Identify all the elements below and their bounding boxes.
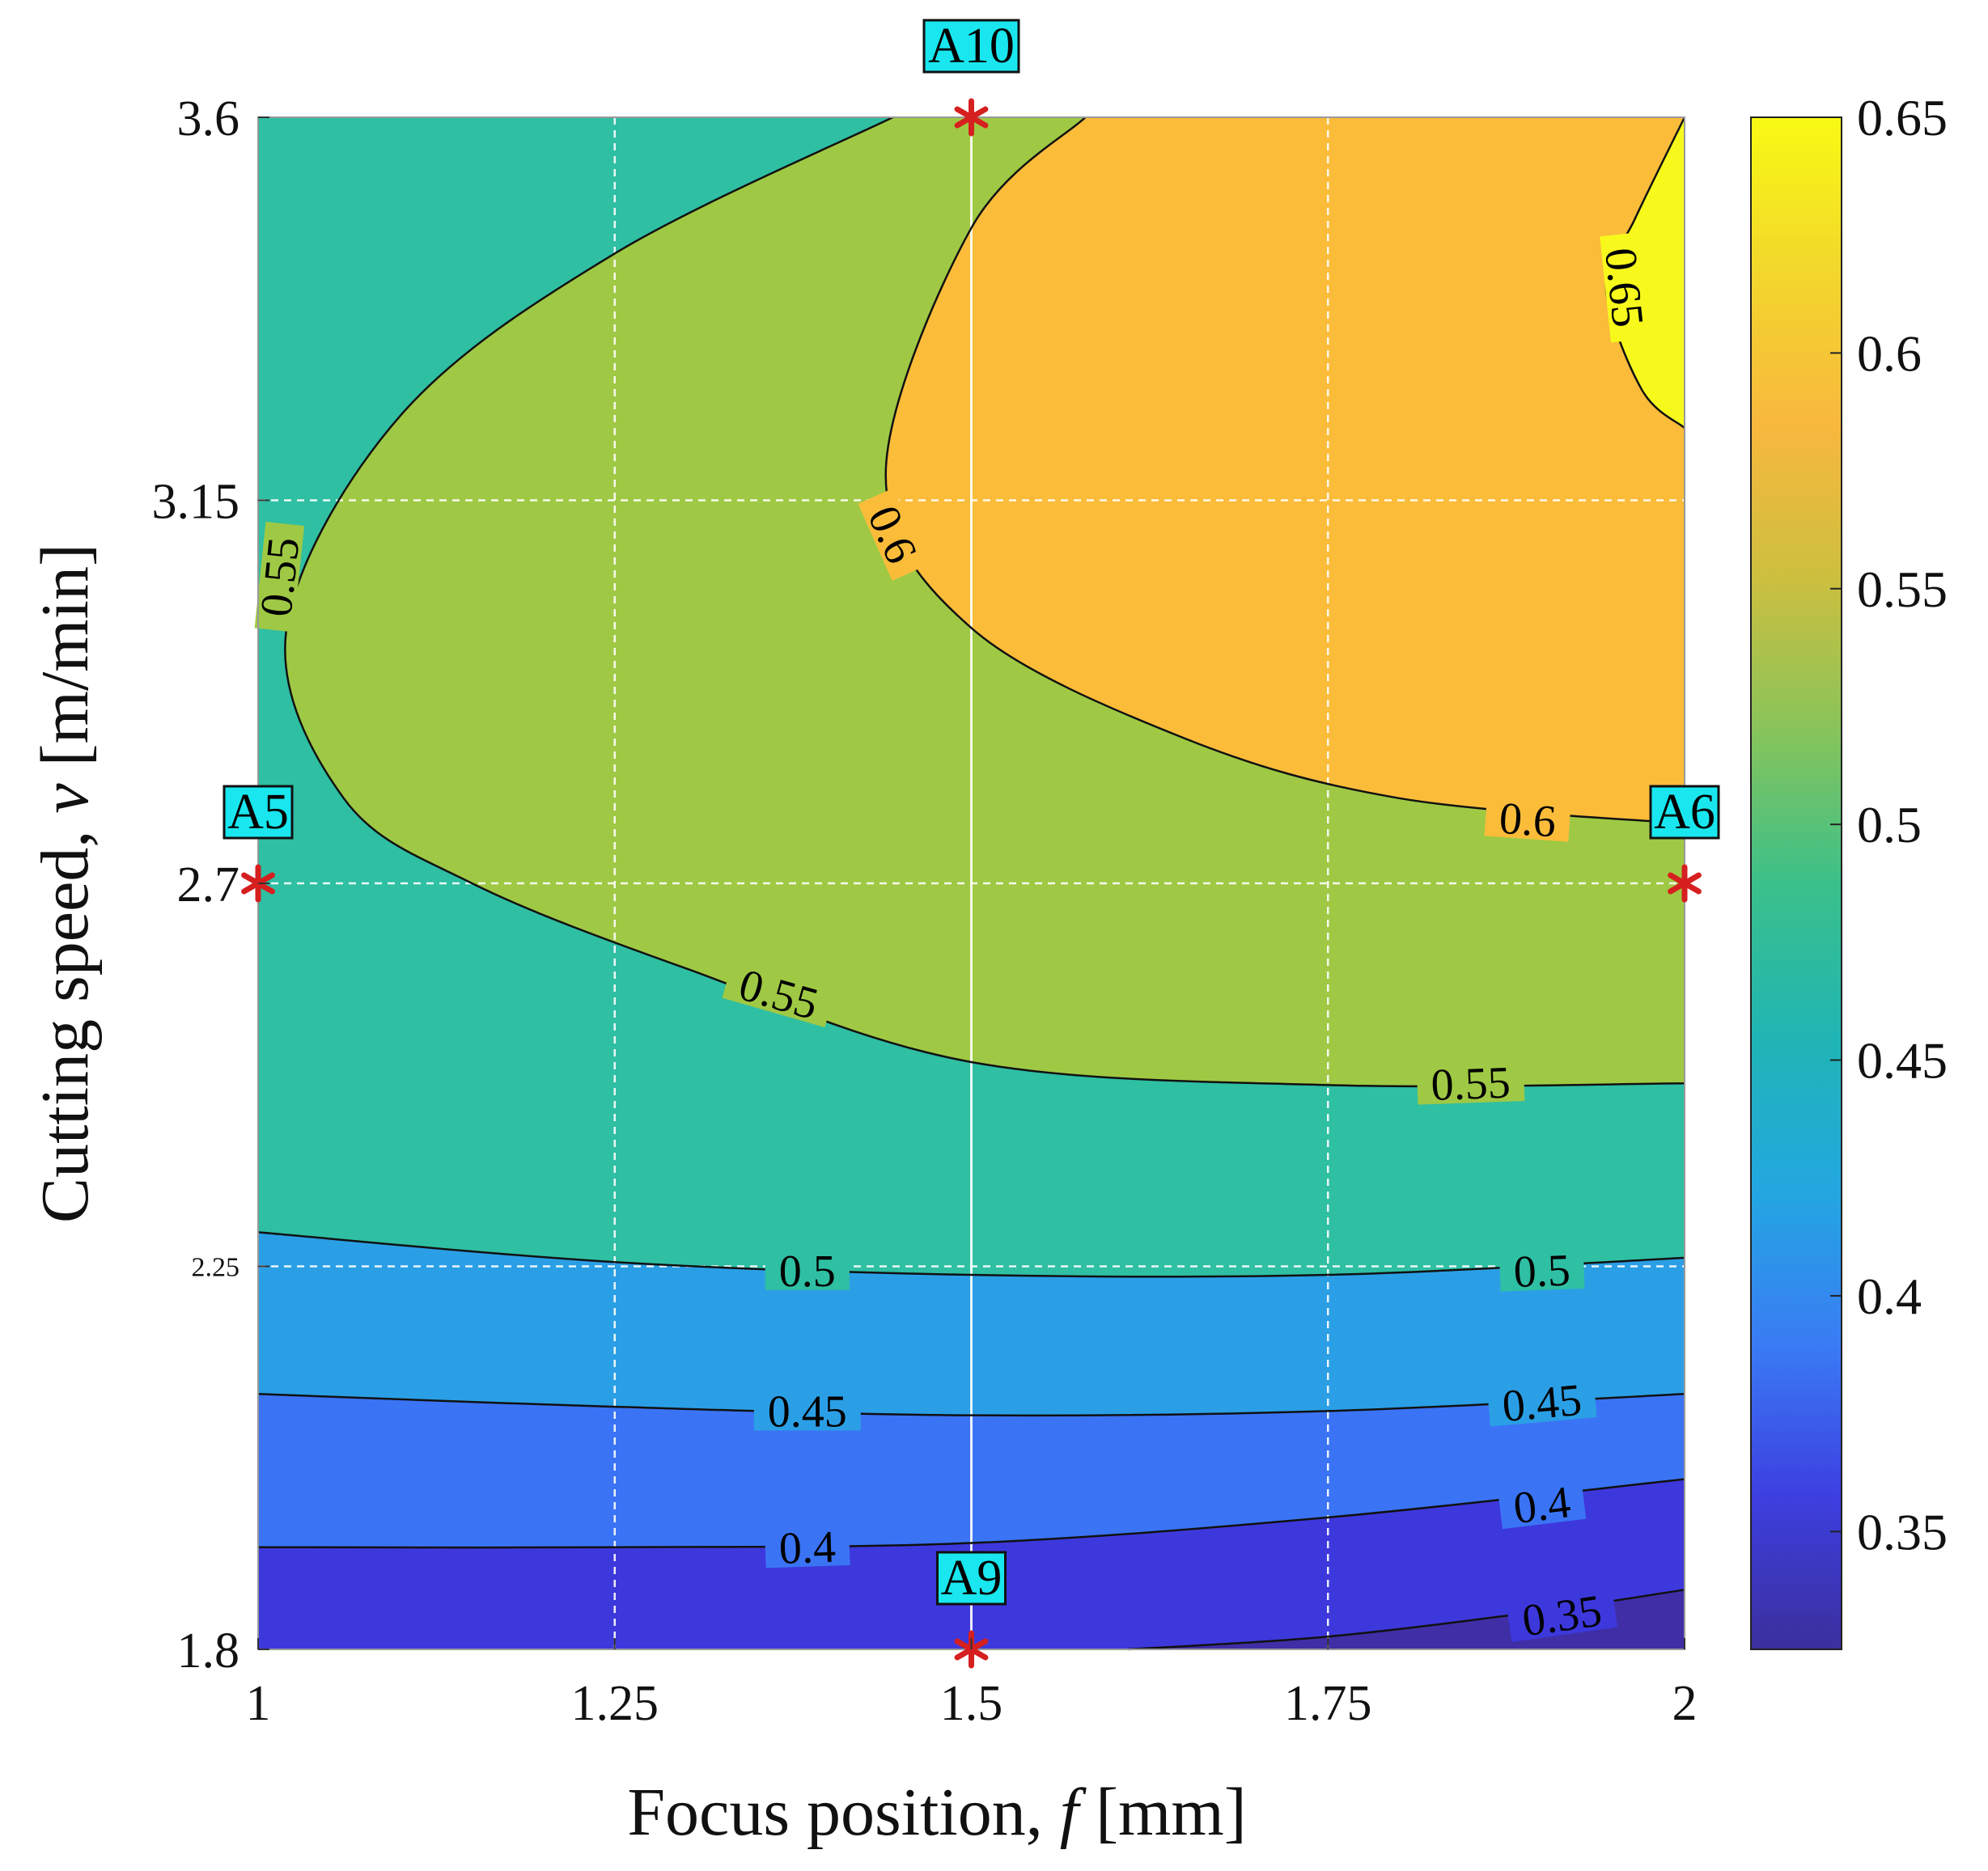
contour-label: 0.5 <box>765 1247 850 1297</box>
contour-label-text: 0.4 <box>778 1522 837 1573</box>
colorbar-ticks: 0.35 0.4 0.45 0.5 0.55 0.6 0.65 <box>1830 89 1948 1560</box>
contour-label-gap <box>1486 1378 1597 1427</box>
contour-label-text: 0.4 <box>1511 1477 1573 1534</box>
y-axis-label-prefix: Cutting speed, <box>28 814 103 1223</box>
design-point-label-box <box>1649 785 1720 840</box>
contour-label-text: 0.5 <box>779 1247 836 1297</box>
colorbar-tick-label: 0.5 <box>1857 796 1922 853</box>
contour-line <box>1128 1589 1685 1651</box>
contour-label-text: 0.35 <box>1520 1585 1605 1646</box>
x-axis-ticks: 1 1.25 1.5 1.75 2 <box>246 1638 1698 1731</box>
design-point-label: A10 <box>928 19 1015 74</box>
contour-label-text: 0.45 <box>768 1386 847 1437</box>
contour-line <box>284 116 1685 1088</box>
grid-lines <box>258 117 1685 1649</box>
contour-label: 0.45 <box>1486 1375 1597 1432</box>
contour-label-gap <box>858 488 928 581</box>
contour-label-text: 0.6 <box>1498 794 1558 848</box>
y-tick-label: 2.25 <box>192 1253 240 1283</box>
y-axis-label-unit: [m/min] <box>28 544 103 783</box>
x-tick-label: 1.5 <box>940 1676 1003 1731</box>
contour-line <box>257 1393 1685 1417</box>
y-tick-label: 3.6 <box>177 91 240 146</box>
contour-line <box>257 1478 1685 1549</box>
design-point-a10: A10 <box>922 19 1020 137</box>
colorbar-tick-label: 0.45 <box>1857 1032 1948 1090</box>
contour-label-gap <box>1484 797 1571 842</box>
y-axis-ticks: 1.8 2.25 2.7 3.15 3.6 <box>152 91 269 1678</box>
y-tick-label: 1.8 <box>177 1623 240 1678</box>
contour-label-gap <box>764 1526 850 1568</box>
x-axis-label-unit: [mm] <box>1079 1775 1247 1850</box>
design-point-label: A5 <box>227 785 289 840</box>
contour-label: 0.55 <box>251 522 309 633</box>
design-point-label: A6 <box>1654 785 1715 840</box>
y-axis-label-variable: v <box>28 783 103 814</box>
contour-label-text: 0.55 <box>251 535 309 619</box>
x-axis-label-prefix: Focus position, <box>627 1775 1059 1850</box>
contour-label-gap <box>1506 1588 1618 1642</box>
contour-label-text: 0.55 <box>1431 1058 1511 1111</box>
contour-labels: 0.350.40.40.45 0.450.5 0.50.550.550.550.60… <box>251 232 1653 1646</box>
contour-label: 0.6 <box>1484 794 1571 848</box>
fill-region-above-0.65 <box>1605 117 1685 429</box>
contour-label: 0.4 <box>764 1522 850 1574</box>
colorbar-tick-label: 0.65 <box>1857 89 1948 146</box>
contour-label-gap <box>1498 1479 1587 1530</box>
contour-label: 0.55 <box>1416 1058 1525 1111</box>
contour-label: 0.45 <box>753 1386 861 1437</box>
design-point-label-box <box>936 1551 1007 1606</box>
design-point-marker <box>1668 872 1702 895</box>
design-point-a6: A6 <box>1649 785 1720 903</box>
contour-label: 0.65 <box>1595 232 1653 343</box>
contour-line <box>884 116 1685 825</box>
contour-label: 0.35 <box>1506 1585 1618 1646</box>
colorbar <box>1750 116 1842 1650</box>
design-point-a5: A5 <box>223 785 294 903</box>
x-axis-label: Focus position, f [mm] <box>627 1775 1246 1850</box>
colorbar-tick-label: 0.4 <box>1857 1268 1922 1325</box>
x-tick-label: 1 <box>246 1676 271 1731</box>
y-tick-label: 3.15 <box>152 475 240 530</box>
contour-label: 0.4 <box>1498 1477 1587 1534</box>
contour-label-gap <box>1416 1062 1525 1105</box>
contour-line <box>257 1231 1685 1278</box>
x-tick-label: 2 <box>1672 1676 1698 1731</box>
design-point-label-box <box>922 19 1020 74</box>
y-axis-label: Cutting speed, v [m/min] <box>28 544 103 1223</box>
contour-label: 0.5 <box>1498 1246 1585 1297</box>
contour-label-text: 0.65 <box>1595 246 1653 330</box>
contour-label-text: 0.45 <box>1500 1375 1583 1432</box>
contour-label-text: 0.5 <box>1513 1246 1571 1297</box>
contour-label-gap <box>1498 1249 1585 1292</box>
design-point-label: A9 <box>941 1551 1002 1606</box>
fill-region-0.60-0.65 <box>885 117 1685 824</box>
contour-label-gap <box>1600 232 1650 343</box>
y-tick-label: 2.7 <box>177 857 240 912</box>
x-tick-label: 1.75 <box>1284 1676 1372 1731</box>
contour-label-gap <box>765 1251 850 1290</box>
contour-label-gap <box>722 960 836 1028</box>
colorbar-tick-label: 0.55 <box>1857 561 1948 618</box>
colorbar-tick-label: 0.6 <box>1857 324 1922 382</box>
colorbar-tick-label: 0.35 <box>1857 1503 1948 1560</box>
contour-label-gap <box>254 522 305 633</box>
contour-label-gap <box>753 1391 861 1431</box>
x-tick-label: 1.25 <box>571 1676 659 1731</box>
design-point-marker <box>954 106 989 129</box>
design-point-label-box <box>223 785 294 840</box>
